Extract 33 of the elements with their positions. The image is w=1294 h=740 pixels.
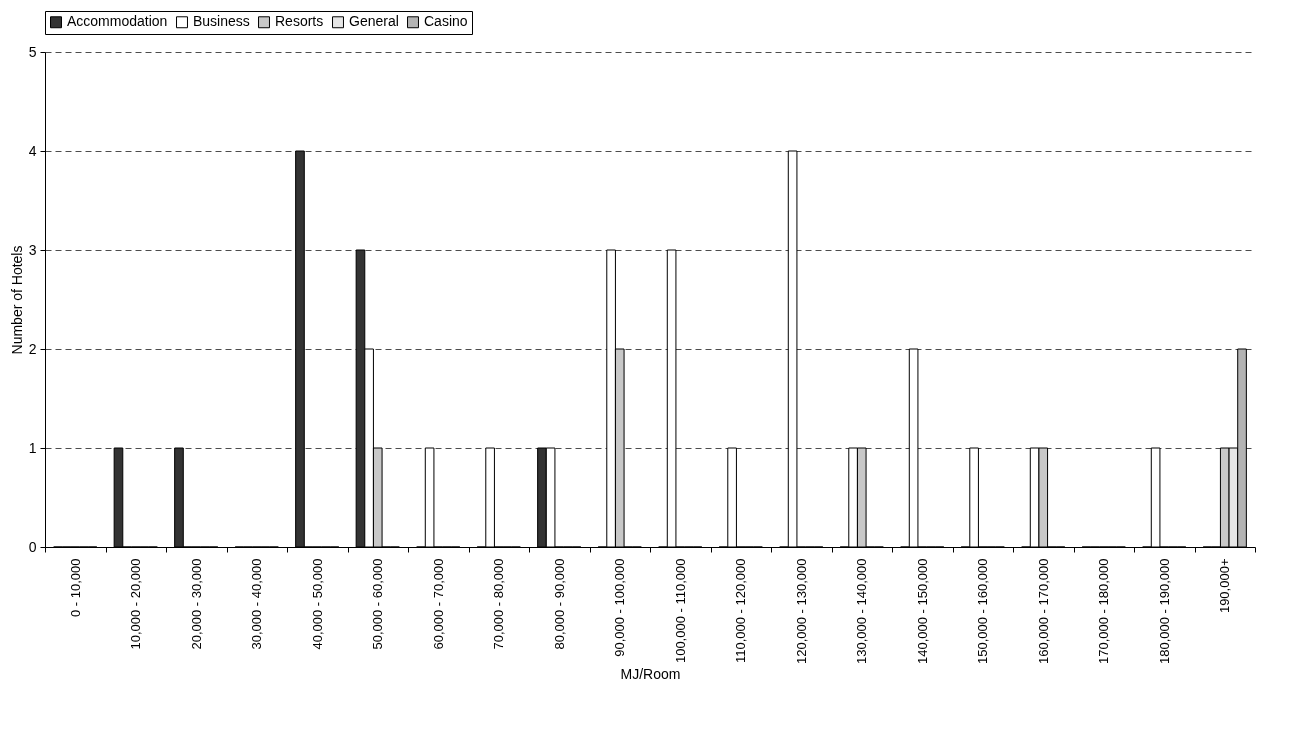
y-axis-title: Number of Hotels: [8, 245, 25, 355]
x-tick-label: 170,000 - 180,000: [1096, 558, 1112, 665]
x-tick-label: 40,000 - 50,000: [309, 558, 325, 650]
x-tick-label: 90,000 - 100,000: [612, 558, 628, 657]
x-tick-label: 130,000 - 140,000: [854, 558, 870, 665]
x-tick-label: 30,000 - 40,000: [249, 558, 265, 650]
y-tick-label: 4: [28, 142, 37, 159]
x-tick-label: 120,000 - 130,000: [793, 558, 809, 665]
y-tick-label: 1: [28, 439, 37, 456]
x-tick-label: 110,000 - 120,000: [733, 558, 749, 664]
x-tick-label: 180,000 - 190,000: [1156, 558, 1172, 665]
legend-label: Accommodation: [67, 13, 168, 30]
x-tick-label: 140,000 - 150,000: [914, 558, 930, 665]
x-tick-label: 190,000+: [1217, 558, 1233, 614]
y-tick-label: 0: [28, 538, 37, 555]
x-tick-label: 0 - 10,000: [67, 558, 83, 618]
x-axis-title: MJ/Room: [620, 666, 681, 683]
y-tick-label: 3: [28, 241, 37, 258]
legend-label: Casino: [424, 13, 468, 30]
x-tick-label: 20,000 - 30,000: [188, 558, 204, 650]
legend-label: Business: [193, 13, 250, 30]
x-tick-label: 60,000 - 70,000: [430, 558, 446, 650]
y-tick-label: 5: [28, 43, 37, 60]
legend-label: General: [349, 13, 399, 30]
y-tick-label: 2: [28, 340, 37, 357]
x-tick-label: 50,000 - 60,000: [370, 558, 386, 650]
x-tick-label: 160,000 - 170,000: [1035, 558, 1051, 665]
x-tick-label: 100,000 - 110,000: [672, 558, 688, 664]
legend-label: Resorts: [275, 13, 324, 30]
x-tick-label: 80,000 - 90,000: [551, 558, 567, 650]
x-tick-label: 10,000 - 20,000: [128, 558, 144, 650]
x-tick-label: 150,000 - 160,000: [975, 558, 991, 665]
x-tick-label: 70,000 - 80,000: [491, 558, 507, 650]
